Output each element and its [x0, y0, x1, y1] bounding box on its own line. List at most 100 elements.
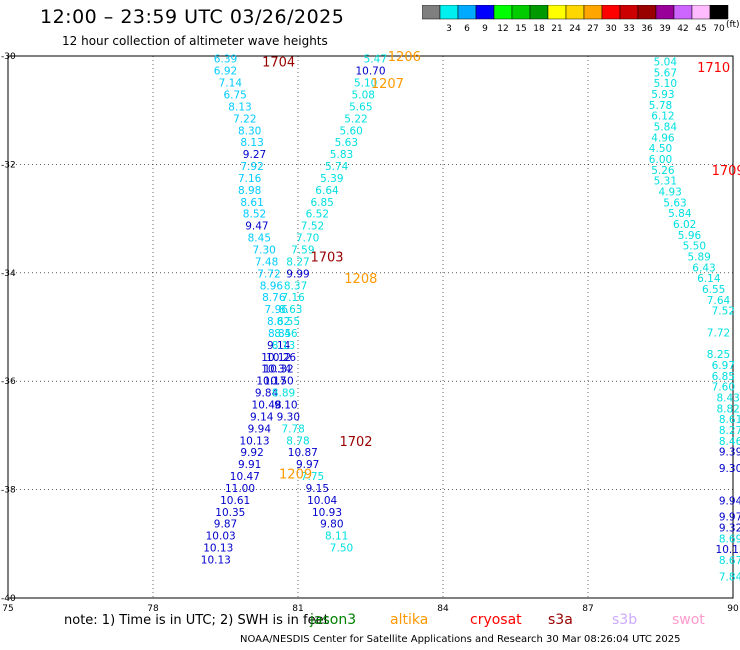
satellite-legend: jason3 altika cryosat s3a s3b swot — [0, 611, 740, 631]
swh-value-label: 8.46 — [274, 328, 298, 340]
swh-value-label: 7.14 — [219, 78, 243, 90]
legend-item: s3a — [548, 612, 573, 628]
swh-value-label: 9.97 — [719, 512, 740, 524]
swh-value-label: 8.69 — [719, 533, 740, 545]
swh-value-label: 10.12 — [261, 352, 291, 364]
colorbar-label: 6 — [464, 24, 470, 34]
swh-value-label: 6.39 — [214, 54, 237, 66]
legend-item: jason3 — [310, 612, 357, 628]
x-tick-label: 87 — [582, 604, 593, 614]
swh-value-label: 5.67 — [654, 67, 677, 79]
swh-value-label: 5.89 — [687, 252, 710, 264]
pass-label: 1703 — [310, 251, 343, 266]
y-tick-label: -32 — [1, 160, 16, 170]
swh-value-label: 7.50 — [330, 543, 353, 555]
swh-value-label: 7.16 — [238, 173, 262, 185]
pass-label: 1709 — [712, 164, 740, 179]
swh-value-label: 8.13 — [240, 137, 263, 149]
swh-value-label: 5.93 — [651, 89, 674, 101]
plot-frame — [7, 55, 734, 599]
swh-value-label: 7.52 — [712, 306, 735, 318]
colorbar-label: 33 — [623, 24, 634, 34]
swh-value-label: 9.91 — [238, 459, 261, 471]
swh-value-label: 7.22 — [233, 113, 256, 125]
swh-value-label: 9.27 — [243, 149, 266, 161]
colorbar-label: 39 — [659, 24, 671, 34]
swh-value-label: 8.82 — [716, 403, 739, 415]
swh-value-label: 5.39 — [320, 173, 343, 185]
swh-value-label: 8.76 — [262, 292, 286, 304]
swh-value-label: 8.52 — [243, 209, 266, 221]
colorbar-unit: (ft) — [726, 20, 740, 30]
footer-credit: NOAA/NESDIS Center for Satellite Applica… — [240, 634, 681, 645]
swh-value-label: 4.96 — [651, 132, 675, 144]
swh-value-label: 8.46 — [719, 436, 740, 448]
swh-value-label: 8.61 — [240, 197, 263, 209]
swh-value-label: 5.10 — [354, 78, 377, 90]
swh-value-label: 8.45 — [248, 233, 271, 245]
swh-value-label: 5.63 — [663, 197, 686, 209]
swh-value-label: 10.32 — [264, 364, 294, 376]
x-tick-label: 75 — [2, 604, 13, 614]
swh-value-label: 5.04 — [654, 56, 678, 68]
swh-value-label: 6.14 — [697, 273, 721, 285]
swh-value-label: 9.39 — [719, 447, 740, 459]
colorbar-label: 15 — [515, 24, 526, 34]
chart-title: 12:00 – 23:59 UTC 03/26/2025 — [40, 6, 345, 28]
swh-value-label: 6.00 — [649, 154, 672, 166]
swh-value-label: 6.55 — [702, 284, 725, 296]
colorbar-label: 18 — [533, 24, 545, 34]
swh-value-label: 9.84 — [255, 388, 279, 400]
swh-value-label: 6.64 — [315, 185, 339, 197]
swh-value-label: 9.30 — [719, 463, 740, 475]
swh-value-label: 9.10 — [274, 400, 297, 412]
pass-label: 1710 — [697, 61, 730, 76]
swh-value-label: 8.37 — [284, 280, 307, 292]
swh-value-label: 6.43 — [692, 262, 715, 274]
colorbar-label: 45 — [695, 24, 706, 34]
swh-value-label: 5.31 — [654, 176, 677, 188]
swh-value-label: 8.13 — [272, 340, 295, 352]
swh-value-label: 10.13 — [716, 544, 740, 556]
swh-value-label: 5.65 — [349, 101, 372, 113]
swh-value-label: 5.10 — [654, 78, 677, 90]
swh-value-label: 7.60 — [712, 382, 735, 394]
swh-value-label: 7.16 — [281, 292, 305, 304]
y-tick-label: -38 — [1, 486, 16, 496]
swh-value-label: 5.84 — [668, 208, 692, 220]
swh-value-label: 8.11 — [325, 531, 348, 543]
colorbar: 3 6 9 12 15 18 21 24 27 30 33 36 39 42 45 70 — [422, 5, 729, 34]
swh-value-label: 8.63 — [279, 304, 302, 316]
swh-value-label: 8.67 — [719, 555, 740, 567]
colorbar-label: 42 — [677, 24, 688, 34]
swh-value-label: 7.64 — [707, 295, 731, 307]
swh-value-label: 5.84 — [654, 121, 678, 133]
swh-value-label: 5.08 — [352, 89, 375, 101]
swh-value-label: 10.70 — [355, 66, 385, 78]
swh-value-label: 10.04 — [307, 495, 337, 507]
swh-value-label: 7.59 — [291, 244, 314, 256]
swh-value-label: 10.47 — [230, 471, 260, 483]
swh-value-label: 9.30 — [277, 411, 300, 423]
swh-value-label: 9.94 — [719, 495, 740, 507]
swh-value-label: 6.12 — [651, 111, 674, 123]
swh-value-label: 5.47 — [364, 54, 387, 66]
legend-item: altika — [390, 612, 429, 628]
swh-value-label: 6.97 — [712, 360, 735, 372]
swh-value-label: 7.30 — [252, 244, 275, 256]
colorbar-swatch — [709, 5, 729, 20]
swh-value-label: 7.52 — [301, 221, 324, 233]
swh-value-label: 7.72 — [257, 268, 280, 280]
swh-value-label: 9.15 — [306, 483, 329, 495]
swh-value-label: 8.96 — [260, 280, 284, 292]
swh-value-label: 8.61 — [719, 414, 740, 426]
y-tick-label: -34 — [1, 269, 16, 279]
swh-value-label: 8.85 — [268, 328, 291, 340]
colorbar-label: 30 — [605, 24, 617, 34]
swh-value-label: 10.13 — [239, 435, 269, 447]
swh-value-label: 10.34 — [261, 364, 291, 376]
y-tick-label: -30 — [1, 52, 16, 62]
swh-value-label: 7.96 — [265, 304, 289, 316]
swh-value-label: 10.13 — [201, 555, 231, 567]
note-text: note: 1) Time is in UTC; 2) SWH is in fe… — [64, 613, 329, 628]
